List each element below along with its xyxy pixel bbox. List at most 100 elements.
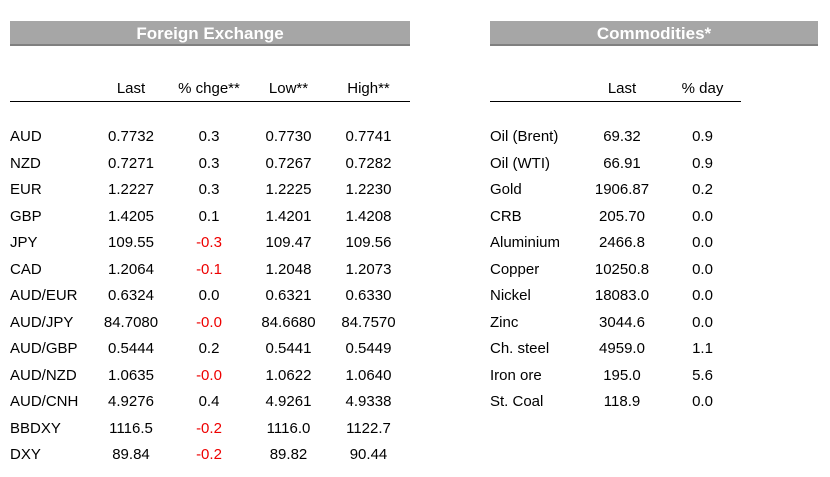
commodity-row: Oil (WTI) 66.91 0.9 bbox=[490, 154, 741, 181]
fx-high-value: 109.56 bbox=[345, 234, 392, 251]
fx-high-value: 0.5449 bbox=[345, 340, 392, 357]
fx-change-value: -0.1 bbox=[196, 260, 222, 278]
commodity-row: Nickel 18083.0 0.0 bbox=[490, 286, 741, 313]
commodity-day-change: 0.0 bbox=[692, 287, 713, 304]
commodity-last-value: 3044.6 bbox=[599, 313, 645, 331]
fx-high-value: 1.2073 bbox=[345, 260, 392, 278]
fx-low-value: 109.47 bbox=[265, 234, 312, 251]
commodity-last-value: 66.91 bbox=[603, 154, 641, 172]
fx-high-value: 90.44 bbox=[349, 446, 388, 463]
commodity-row: Oil (Brent) 69.32 0.9 bbox=[490, 127, 741, 154]
commodity-row: Zinc 3044.6 0.0 bbox=[490, 313, 741, 340]
fx-last-value: 0.6324 bbox=[108, 287, 154, 304]
fx-header-row: Last % chge** Low** High** bbox=[10, 80, 410, 102]
fx-change-value: 0.2 bbox=[198, 340, 220, 357]
commodities-title: Commodities* bbox=[490, 21, 818, 46]
fx-high-value: 0.7741 bbox=[345, 128, 392, 145]
fx-change-value: -0.0 bbox=[196, 366, 222, 384]
commodity-name: St. Coal bbox=[490, 393, 544, 410]
fx-high-value: 4.9338 bbox=[345, 393, 392, 410]
commodity-name: Ch. steel bbox=[490, 340, 550, 357]
fx-last-value: 84.7080 bbox=[103, 313, 159, 331]
fx-row: EUR 1.2227 0.3 1.2225 1.2230 bbox=[10, 180, 410, 207]
commodity-name: Zinc bbox=[490, 313, 519, 331]
fx-last-value: 1.0635 bbox=[108, 366, 154, 384]
fx-panel: Foreign Exchange Last % chge** Low** Hig… bbox=[10, 21, 410, 463]
fx-high-value: 1.0640 bbox=[345, 366, 392, 384]
fx-row: AUD 0.7732 0.3 0.7730 0.7741 bbox=[10, 127, 410, 154]
commodity-name: Oil (Brent) bbox=[490, 128, 559, 145]
fx-last-value: 109.55 bbox=[108, 234, 154, 251]
commodity-row: Copper 10250.8 0.0 bbox=[490, 260, 741, 287]
fx-low-value: 0.5441 bbox=[265, 340, 312, 357]
fx-low-value: 89.82 bbox=[269, 446, 308, 463]
fx-currency-name: AUD/EUR bbox=[10, 287, 78, 304]
fx-high-value: 0.7282 bbox=[345, 154, 392, 172]
commodities-header-name bbox=[490, 80, 580, 101]
fx-high-value: 0.6330 bbox=[345, 287, 392, 304]
fx-low-value: 1.2225 bbox=[265, 181, 312, 198]
fx-table-body: AUD 0.7732 0.3 0.7730 0.7741 NZD 0.7271 0.3 0.72… bbox=[10, 127, 410, 472]
fx-header-name bbox=[10, 80, 94, 101]
commodity-day-change: 0.0 bbox=[692, 260, 713, 278]
fx-header-last: Last bbox=[116, 80, 146, 97]
fx-last-value: 0.5444 bbox=[108, 340, 154, 357]
fx-low-value: 1.0622 bbox=[265, 366, 312, 384]
fx-change-value: -0.3 bbox=[196, 234, 222, 251]
commodity-name: Iron ore bbox=[490, 366, 542, 384]
fx-last-value: 1.4205 bbox=[108, 207, 154, 225]
commodity-day-change: 0.0 bbox=[692, 234, 713, 251]
commodity-row: CRB 205.70 0.0 bbox=[490, 207, 741, 234]
commodity-day-change: 0.9 bbox=[692, 128, 713, 145]
commodities-panel: Commodities* Last % day Oil (Brent) 69.32… bbox=[490, 21, 818, 410]
fx-currency-name: BBDXY bbox=[10, 419, 61, 437]
fx-high-value: 84.7570 bbox=[341, 313, 396, 331]
commodity-day-change: 0.0 bbox=[692, 313, 713, 331]
fx-currency-name: CAD bbox=[10, 260, 42, 278]
commodity-row: Gold 1906.87 0.2 bbox=[490, 180, 741, 207]
commodity-name: Gold bbox=[490, 181, 522, 198]
fx-row: BBDXY 1116.5 -0.2 1116.0 1122.7 bbox=[10, 419, 410, 446]
commodities-header-last: Last bbox=[607, 80, 637, 97]
fx-low-value: 0.6321 bbox=[265, 287, 312, 304]
fx-low-value: 4.9261 bbox=[265, 393, 312, 410]
commodities-header-row: Last % day bbox=[490, 80, 741, 102]
fx-low-value: 1116.0 bbox=[266, 419, 311, 437]
fx-change-value: -0.2 bbox=[196, 419, 222, 437]
fx-low-value: 1.4201 bbox=[265, 207, 312, 225]
fx-currency-name: AUD bbox=[10, 128, 42, 145]
commodity-day-change: 1.1 bbox=[692, 340, 713, 357]
commodity-name: Copper bbox=[490, 260, 540, 278]
commodity-row: Iron ore 195.0 5.6 bbox=[490, 366, 741, 393]
fx-high-value: 1.2230 bbox=[345, 181, 392, 198]
commodity-last-value: 118.9 bbox=[603, 393, 641, 410]
fx-header-chg: % chge** bbox=[178, 80, 240, 97]
commodity-day-change: 0.0 bbox=[692, 393, 713, 410]
fx-currency-name: AUD/CNH bbox=[10, 393, 79, 410]
fx-change-value: -0.2 bbox=[196, 446, 222, 463]
commodity-name: Oil (WTI) bbox=[490, 154, 550, 172]
fx-high-value: 1.4208 bbox=[345, 207, 392, 225]
fx-currency-name: EUR bbox=[10, 181, 42, 198]
fx-change-value: 0.3 bbox=[198, 181, 220, 198]
fx-row: NZD 0.7271 0.3 0.7267 0.7282 bbox=[10, 154, 410, 181]
commodity-last-value: 18083.0 bbox=[594, 287, 650, 304]
commodity-last-value: 2466.8 bbox=[599, 234, 645, 251]
commodity-last-value: 4959.0 bbox=[599, 340, 645, 357]
fx-change-value: 0.3 bbox=[198, 128, 220, 145]
fx-header-low: Low** bbox=[268, 80, 309, 97]
commodities-header-day: % day bbox=[681, 80, 724, 97]
commodity-row: Ch. steel 4959.0 1.1 bbox=[490, 339, 741, 366]
fx-row: CAD 1.2064 -0.1 1.2048 1.2073 bbox=[10, 260, 410, 287]
fx-header-high: High** bbox=[347, 80, 390, 97]
commodity-name: CRB bbox=[490, 207, 522, 225]
commodity-last-value: 69.32 bbox=[603, 128, 641, 145]
fx-change-value: 0.4 bbox=[198, 393, 220, 410]
commodity-day-change: 0.2 bbox=[692, 181, 713, 198]
fx-row: AUD/EUR 0.6324 0.0 0.6321 0.6330 bbox=[10, 286, 410, 313]
fx-row: AUD/JPY 84.7080 -0.0 84.6680 84.7570 bbox=[10, 313, 410, 340]
fx-currency-name: AUD/NZD bbox=[10, 366, 77, 384]
commodity-last-value: 1906.87 bbox=[594, 181, 650, 198]
fx-row: JPY 109.55 -0.3 109.47 109.56 bbox=[10, 233, 410, 260]
fx-row: AUD/CNH 4.9276 0.4 4.9261 4.9338 bbox=[10, 392, 410, 419]
